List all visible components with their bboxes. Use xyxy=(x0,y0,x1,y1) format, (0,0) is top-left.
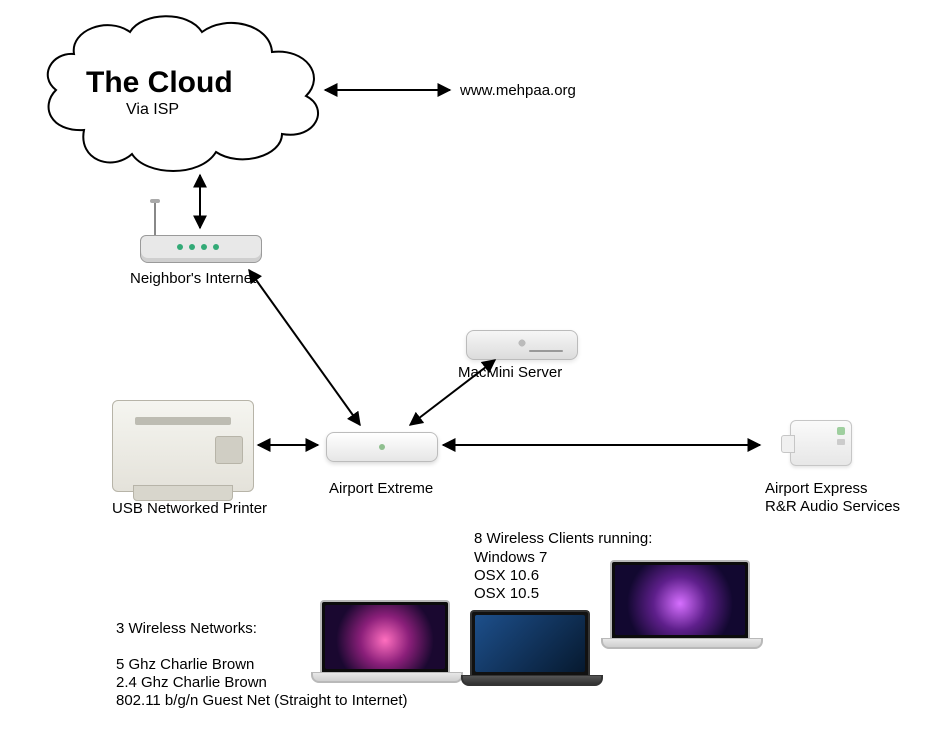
neighbor-router-label: Neighbor's Internet xyxy=(130,270,256,289)
mac-mini-icon xyxy=(466,330,578,360)
cloud-subtitle: Via ISP xyxy=(126,100,179,120)
laptop-icon-2 xyxy=(610,560,750,649)
networks-line-2: 802.11 b/g/n Guest Net (Straight to Inte… xyxy=(116,692,408,711)
mac-mini-label: MacMini Server xyxy=(458,364,562,383)
printer-icon xyxy=(112,400,254,492)
laptop-icon-1 xyxy=(470,610,590,686)
clients-heading: 8 Wireless Clients running: xyxy=(474,530,652,549)
website-label: www.mehpaa.org xyxy=(460,82,576,101)
clients-line-2: OSX 10.5 xyxy=(474,585,539,604)
airport-express-label-2: R&R Audio Services xyxy=(765,498,900,517)
networks-heading: 3 Wireless Networks: xyxy=(116,620,257,639)
network-diagram: { "diagram": { "type": "network", "backg… xyxy=(0,0,949,730)
laptop-icon-0 xyxy=(320,600,450,683)
airport-express-icon xyxy=(790,420,852,466)
airport-express-label: Airport Express xyxy=(765,480,868,499)
edge-neighbor_router-airport_extreme xyxy=(249,270,360,425)
networks-line-0: 5 Ghz Charlie Brown xyxy=(116,656,254,675)
networks-line-1: 2.4 Ghz Charlie Brown xyxy=(116,674,267,693)
printer-label: USB Networked Printer xyxy=(112,500,267,519)
clients-line-0: Windows 7 xyxy=(474,549,547,568)
cloud-title: The Cloud xyxy=(86,64,233,102)
neighbor-router-icon xyxy=(140,235,262,263)
clients-line-1: OSX 10.6 xyxy=(474,567,539,586)
airport-extreme-label: Airport Extreme xyxy=(329,480,433,499)
airport-extreme-icon xyxy=(326,432,438,462)
